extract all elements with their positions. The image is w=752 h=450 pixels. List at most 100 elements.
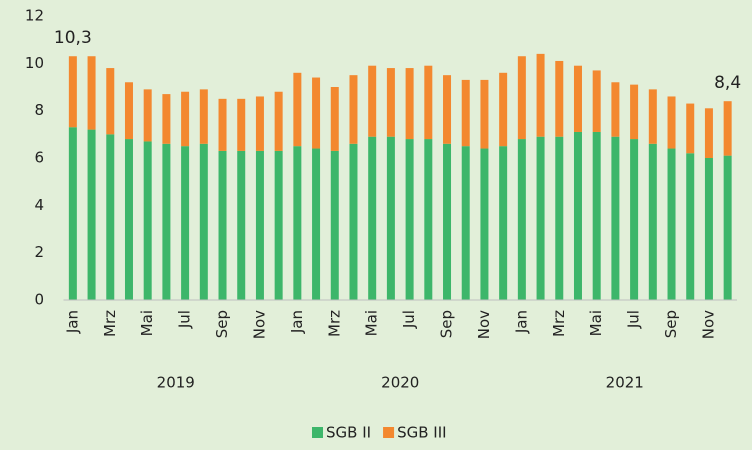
y-tick-label: 12: [25, 7, 44, 25]
bar-segment: [499, 72, 508, 147]
bar-segment: [199, 143, 208, 300]
bar-segment: [704, 158, 713, 300]
x-tick-label: Nov: [699, 310, 717, 339]
legend-swatch: [383, 427, 395, 438]
x-tick-label: Sep: [213, 310, 231, 338]
bar-segment: [405, 139, 414, 300]
bar-segment: [424, 139, 433, 300]
bar-segment: [312, 77, 321, 149]
bar-segment: [255, 96, 264, 151]
bar-segment: [87, 56, 96, 130]
bar-segment: [592, 70, 601, 132]
x-tick-label: Mrz: [325, 310, 343, 337]
bar-segment: [723, 155, 732, 300]
bar-segment: [106, 68, 115, 135]
bar-segment: [480, 148, 489, 300]
bar-segment: [611, 136, 620, 300]
bar-segment: [106, 134, 115, 300]
bar-segment: [611, 82, 620, 137]
bar-segment: [312, 148, 321, 300]
bar-segment: [162, 94, 171, 144]
bar-segment: [461, 79, 470, 147]
bar-segment: [386, 68, 395, 137]
bar-segment: [87, 129, 96, 300]
year-label: 2020: [381, 374, 419, 392]
bar-segment: [124, 82, 133, 140]
bar-segment: [368, 136, 377, 300]
bar-segment: [499, 146, 508, 300]
y-tick-label: 0: [34, 291, 44, 309]
bar-segment: [68, 127, 77, 300]
bar-segment: [68, 56, 77, 128]
bar-segment: [630, 84, 639, 140]
bar-segment: [517, 56, 526, 140]
x-tick-label: Jul: [176, 310, 194, 329]
bar-segment: [648, 89, 657, 144]
bar-segment: [573, 65, 582, 132]
x-tick-label: Mai: [587, 310, 605, 336]
bar-segment: [218, 150, 227, 300]
bar-segment: [555, 60, 564, 137]
bar-segment: [386, 136, 395, 300]
bar-segment: [181, 91, 190, 147]
bar-segment: [124, 139, 133, 300]
bar-segment: [480, 79, 489, 149]
x-tick-label: Sep: [662, 310, 680, 338]
bar-segment: [368, 65, 377, 137]
x-tick-label: Jul: [400, 310, 418, 329]
bar-segment: [349, 143, 358, 300]
x-tick-label: Mai: [363, 310, 381, 336]
bar-segment: [255, 150, 264, 300]
bar-segment: [293, 72, 302, 147]
bar-segment: [573, 131, 582, 300]
x-tick-label: Mrz: [101, 310, 119, 337]
legend-swatch: [312, 427, 323, 438]
x-tick-label: Jan: [512, 310, 530, 334]
bar-segment: [162, 143, 171, 300]
bar-segment: [443, 143, 452, 300]
y-tick-label: 4: [34, 196, 44, 214]
y-tick-label: 8: [34, 101, 44, 119]
bar-segment: [648, 143, 657, 300]
bar-segment: [461, 146, 470, 300]
bar-segment: [517, 139, 526, 300]
bar-segment: [667, 96, 676, 149]
year-label: 2021: [606, 374, 644, 392]
x-tick-label: Nov: [250, 310, 268, 339]
legend-label: SGB II: [326, 424, 371, 442]
bar-segment: [293, 146, 302, 300]
data-label: 10,3: [54, 28, 92, 48]
bar-segment: [237, 98, 246, 151]
y-tick-label: 6: [34, 149, 44, 167]
x-tick-label: Sep: [438, 310, 456, 338]
bar-segment: [667, 148, 676, 300]
legend-label: SGB III: [397, 424, 446, 442]
data-label: 8,4: [714, 73, 741, 93]
bar-segment: [686, 153, 695, 300]
x-tick-label: Mrz: [550, 310, 568, 337]
bar-segment: [330, 150, 339, 300]
bar-segment: [330, 87, 339, 151]
bar-segment: [443, 75, 452, 144]
bar-segment: [723, 101, 732, 156]
bar-segment: [630, 139, 639, 300]
x-tick-label: Mai: [138, 310, 156, 336]
bar-segment: [218, 98, 227, 151]
bar-segment: [349, 75, 358, 144]
year-label: 2019: [157, 374, 195, 392]
bar-segment: [199, 89, 208, 144]
y-tick-label: 10: [25, 54, 44, 72]
bar-segment: [237, 150, 246, 300]
x-tick-label: Jul: [625, 310, 643, 329]
bar-segment: [143, 89, 152, 142]
x-tick-label: Jan: [63, 310, 81, 334]
x-tick-label: Nov: [475, 310, 493, 339]
bar-segment: [143, 141, 152, 300]
bar-segment: [536, 136, 545, 300]
bar-segment: [424, 65, 433, 140]
x-tick-label: Jan: [288, 310, 306, 334]
bar-segment: [274, 91, 283, 151]
bar-segment: [181, 146, 190, 300]
